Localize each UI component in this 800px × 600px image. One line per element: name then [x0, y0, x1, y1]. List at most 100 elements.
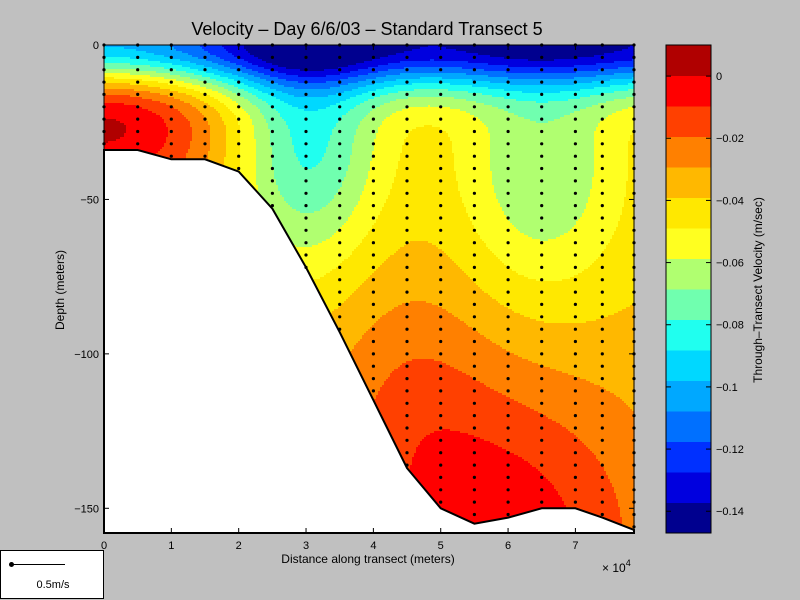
scale-arrow: [11, 564, 65, 565]
measurement-point: [170, 81, 173, 84]
measurement-point: [507, 328, 510, 331]
measurement-point: [540, 501, 543, 504]
measurement-point: [540, 328, 543, 331]
measurement-point: [507, 142, 510, 145]
measurement-point: [540, 315, 543, 318]
x-tick-label: 7: [572, 540, 578, 552]
measurement-point: [473, 93, 476, 96]
measurement-point: [473, 365, 476, 368]
measurement-point: [405, 155, 408, 158]
measurement-point: [338, 291, 341, 294]
measurement-point: [439, 389, 442, 392]
measurement-point: [473, 451, 476, 454]
measurement-point: [601, 476, 604, 479]
measurement-point: [372, 352, 375, 355]
measurement-point: [574, 130, 577, 133]
measurement-point: [338, 229, 341, 232]
measurement-point: [372, 93, 375, 96]
measurement-point: [540, 105, 543, 108]
x-tick-label: 5: [438, 540, 444, 552]
measurement-point: [237, 105, 240, 108]
measurement-point: [473, 192, 476, 195]
measurement-point: [405, 439, 408, 442]
measurement-point: [439, 291, 442, 294]
measurement-point: [574, 402, 577, 405]
measurement-point: [372, 81, 375, 84]
measurement-point: [338, 278, 341, 281]
measurement-point: [439, 464, 442, 467]
measurement-point: [601, 352, 604, 355]
measurement-point: [540, 402, 543, 405]
measurement-point: [473, 476, 476, 479]
measurement-point: [372, 142, 375, 145]
measurement-point: [507, 241, 510, 244]
measurement-point: [473, 266, 476, 269]
measurement-point: [439, 365, 442, 368]
measurement-point: [203, 56, 206, 59]
measurement-point: [203, 118, 206, 121]
measurement-point: [405, 68, 408, 71]
measurement-point: [540, 241, 543, 244]
measurement-point: [136, 130, 139, 133]
measurement-point: [304, 81, 307, 84]
measurement-point: [601, 56, 604, 59]
measurement-point: [372, 167, 375, 170]
measurement-point: [601, 402, 604, 405]
measurement-point: [439, 241, 442, 244]
measurement-point: [170, 56, 173, 59]
measurement-point: [170, 68, 173, 71]
measurement-point: [574, 328, 577, 331]
measurement-point: [338, 93, 341, 96]
measurement-point: [574, 426, 577, 429]
colorbar-label: Through–Transect Velocity (m/sec): [751, 197, 765, 383]
measurement-point: [507, 402, 510, 405]
measurement-point: [473, 253, 476, 256]
measurement-point: [473, 216, 476, 219]
colorbar-tick-label: −0.14: [716, 506, 744, 518]
measurement-point: [601, 68, 604, 71]
measurement-point: [439, 142, 442, 145]
measurement-point: [507, 501, 510, 504]
measurement-point: [405, 389, 408, 392]
measurement-point: [170, 93, 173, 96]
measurement-point: [405, 340, 408, 343]
colorbar-swatch: [666, 289, 711, 320]
measurement-point: [372, 105, 375, 108]
measurement-point: [439, 167, 442, 170]
measurement-point: [405, 192, 408, 195]
measurement-point: [405, 291, 408, 294]
measurement-point: [601, 278, 604, 281]
colorbar-swatch: [666, 472, 711, 503]
colorbar-swatch: [666, 442, 711, 473]
measurement-point: [271, 167, 274, 170]
measurement-point: [136, 81, 139, 84]
measurement-point: [473, 328, 476, 331]
measurement-point: [507, 315, 510, 318]
measurement-point: [439, 328, 442, 331]
measurement-point: [439, 278, 442, 281]
measurement-point: [473, 241, 476, 244]
colorbar-tick-label: −0.12: [716, 444, 744, 456]
measurement-point: [540, 56, 543, 59]
measurement-point: [304, 155, 307, 158]
measurement-point: [372, 68, 375, 71]
measurement-point: [574, 278, 577, 281]
measurement-point: [540, 340, 543, 343]
measurement-point: [473, 439, 476, 442]
measurement-point: [574, 155, 577, 158]
measurement-point: [372, 204, 375, 207]
measurement-point: [540, 204, 543, 207]
measurement-point: [507, 167, 510, 170]
measurement-point: [507, 81, 510, 84]
measurement-point: [237, 118, 240, 121]
measurement-point: [372, 315, 375, 318]
colorbar-swatch: [666, 259, 711, 290]
measurement-point: [271, 105, 274, 108]
measurement-point: [601, 118, 604, 121]
measurement-point: [338, 118, 341, 121]
measurement-point: [405, 179, 408, 182]
measurement-point: [540, 266, 543, 269]
measurement-point: [405, 81, 408, 84]
measurement-point: [304, 56, 307, 59]
